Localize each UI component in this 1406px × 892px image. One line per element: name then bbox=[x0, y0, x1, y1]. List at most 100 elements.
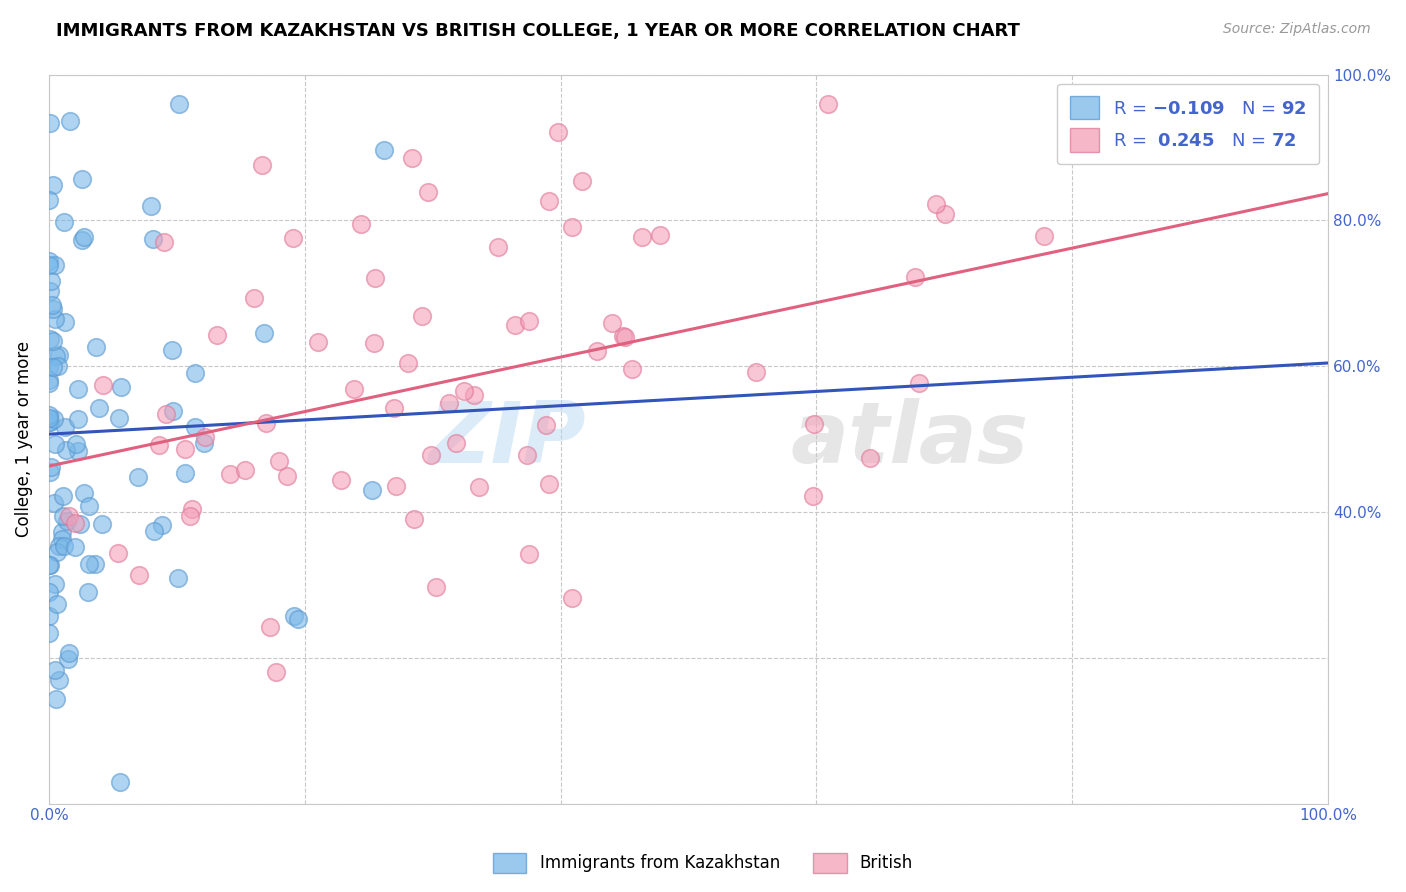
Point bbox=[128, 568, 150, 582]
Point bbox=[38, 409, 60, 423]
Point bbox=[360, 483, 382, 497]
Point bbox=[142, 524, 165, 539]
Text: Source: ZipAtlas.com: Source: ZipAtlas.com bbox=[1223, 22, 1371, 37]
Point bbox=[453, 384, 475, 398]
Point bbox=[585, 344, 607, 359]
Point bbox=[73, 486, 96, 500]
Point bbox=[41, 298, 63, 312]
Point bbox=[46, 597, 69, 611]
Point bbox=[67, 382, 90, 396]
Point bbox=[160, 343, 183, 357]
Point bbox=[52, 509, 75, 524]
Point bbox=[402, 512, 425, 526]
Point bbox=[89, 401, 111, 415]
Point bbox=[179, 509, 201, 524]
Point bbox=[934, 207, 956, 221]
Point bbox=[38, 416, 60, 430]
Point bbox=[46, 545, 69, 559]
Point bbox=[242, 291, 264, 305]
Point bbox=[70, 172, 93, 186]
Point bbox=[519, 547, 541, 561]
Point bbox=[425, 580, 447, 594]
Point bbox=[141, 199, 163, 213]
Point bbox=[613, 329, 636, 343]
Point bbox=[283, 609, 305, 624]
Point bbox=[77, 499, 100, 513]
Point bbox=[56, 514, 79, 528]
Point bbox=[287, 612, 309, 626]
Point bbox=[77, 557, 100, 571]
Point bbox=[364, 271, 387, 285]
Point bbox=[108, 774, 131, 789]
Point bbox=[343, 382, 366, 396]
Point bbox=[65, 516, 87, 531]
Text: ZIP: ZIP bbox=[429, 398, 586, 481]
Point bbox=[281, 231, 304, 245]
Point bbox=[44, 496, 66, 510]
Point bbox=[38, 373, 60, 387]
Point bbox=[69, 517, 91, 532]
Point bbox=[650, 228, 672, 243]
Point bbox=[39, 415, 62, 429]
Point bbox=[38, 411, 60, 425]
Point bbox=[463, 388, 485, 402]
Point bbox=[363, 335, 385, 350]
Point bbox=[38, 193, 60, 207]
Point bbox=[516, 448, 538, 462]
Point bbox=[107, 546, 129, 560]
Point bbox=[48, 348, 70, 362]
Point bbox=[1032, 228, 1054, 243]
Point bbox=[745, 365, 768, 379]
Point bbox=[384, 401, 406, 415]
Point bbox=[55, 419, 77, 434]
Point bbox=[58, 508, 80, 523]
Point bbox=[612, 329, 634, 343]
Point bbox=[45, 349, 67, 363]
Point bbox=[127, 470, 149, 484]
Point bbox=[38, 585, 60, 599]
Point bbox=[174, 466, 197, 480]
Point bbox=[253, 326, 276, 340]
Point bbox=[42, 411, 65, 425]
Point bbox=[42, 334, 65, 348]
Point bbox=[44, 259, 66, 273]
Point bbox=[51, 532, 73, 546]
Point bbox=[193, 436, 215, 450]
Point bbox=[307, 334, 329, 349]
Point bbox=[38, 258, 60, 272]
Point bbox=[39, 332, 62, 346]
Point bbox=[925, 197, 948, 211]
Point bbox=[620, 361, 643, 376]
Point bbox=[42, 359, 65, 374]
Point bbox=[803, 489, 825, 503]
Legend: R = $\bf{-0.109}$   N = $\bf{92}$, R =  $\bf{0.245}$   N = $\bf{72}$: R = $\bf{-0.109}$ N = $\bf{92}$, R = $\b… bbox=[1057, 84, 1319, 164]
Point bbox=[91, 517, 114, 532]
Point bbox=[401, 151, 423, 165]
Point bbox=[561, 220, 583, 235]
Point bbox=[110, 380, 132, 394]
Point bbox=[38, 360, 60, 375]
Point bbox=[148, 438, 170, 452]
Point bbox=[52, 489, 75, 503]
Point bbox=[38, 558, 60, 572]
Point bbox=[38, 284, 60, 298]
Point bbox=[55, 442, 77, 457]
Point bbox=[420, 448, 443, 462]
Point bbox=[276, 468, 298, 483]
Point bbox=[38, 115, 60, 129]
Point bbox=[437, 395, 460, 409]
Point bbox=[505, 318, 527, 332]
Point bbox=[803, 417, 825, 432]
Point bbox=[180, 502, 202, 516]
Point bbox=[259, 620, 281, 634]
Point bbox=[538, 477, 561, 491]
Point bbox=[373, 143, 395, 157]
Point bbox=[538, 194, 561, 208]
Point bbox=[418, 185, 440, 199]
Point bbox=[44, 437, 66, 451]
Point bbox=[53, 539, 76, 553]
Point bbox=[908, 376, 931, 390]
Point bbox=[39, 459, 62, 474]
Text: atlas: atlas bbox=[792, 398, 1029, 481]
Point bbox=[48, 540, 70, 554]
